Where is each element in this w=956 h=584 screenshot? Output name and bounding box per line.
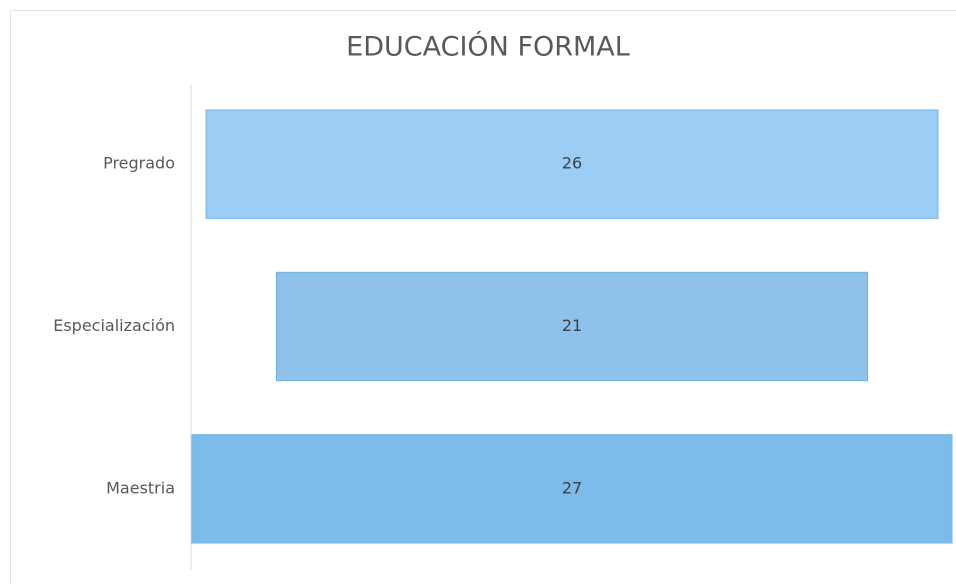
category-label: Maestria bbox=[106, 478, 175, 497]
data-label: 21 bbox=[562, 316, 582, 335]
chart-border bbox=[10, 10, 956, 584]
data-label: 27 bbox=[562, 478, 582, 497]
funnel-bar bbox=[275, 271, 869, 382]
category-label: Especialización bbox=[53, 316, 175, 335]
chart-title: EDUCACIÓN FORMAL bbox=[346, 31, 630, 63]
funnel-bar bbox=[205, 109, 939, 219]
category-label: Pregrado bbox=[103, 154, 175, 173]
funnel-bar bbox=[191, 434, 953, 544]
data-label: 26 bbox=[562, 154, 582, 173]
